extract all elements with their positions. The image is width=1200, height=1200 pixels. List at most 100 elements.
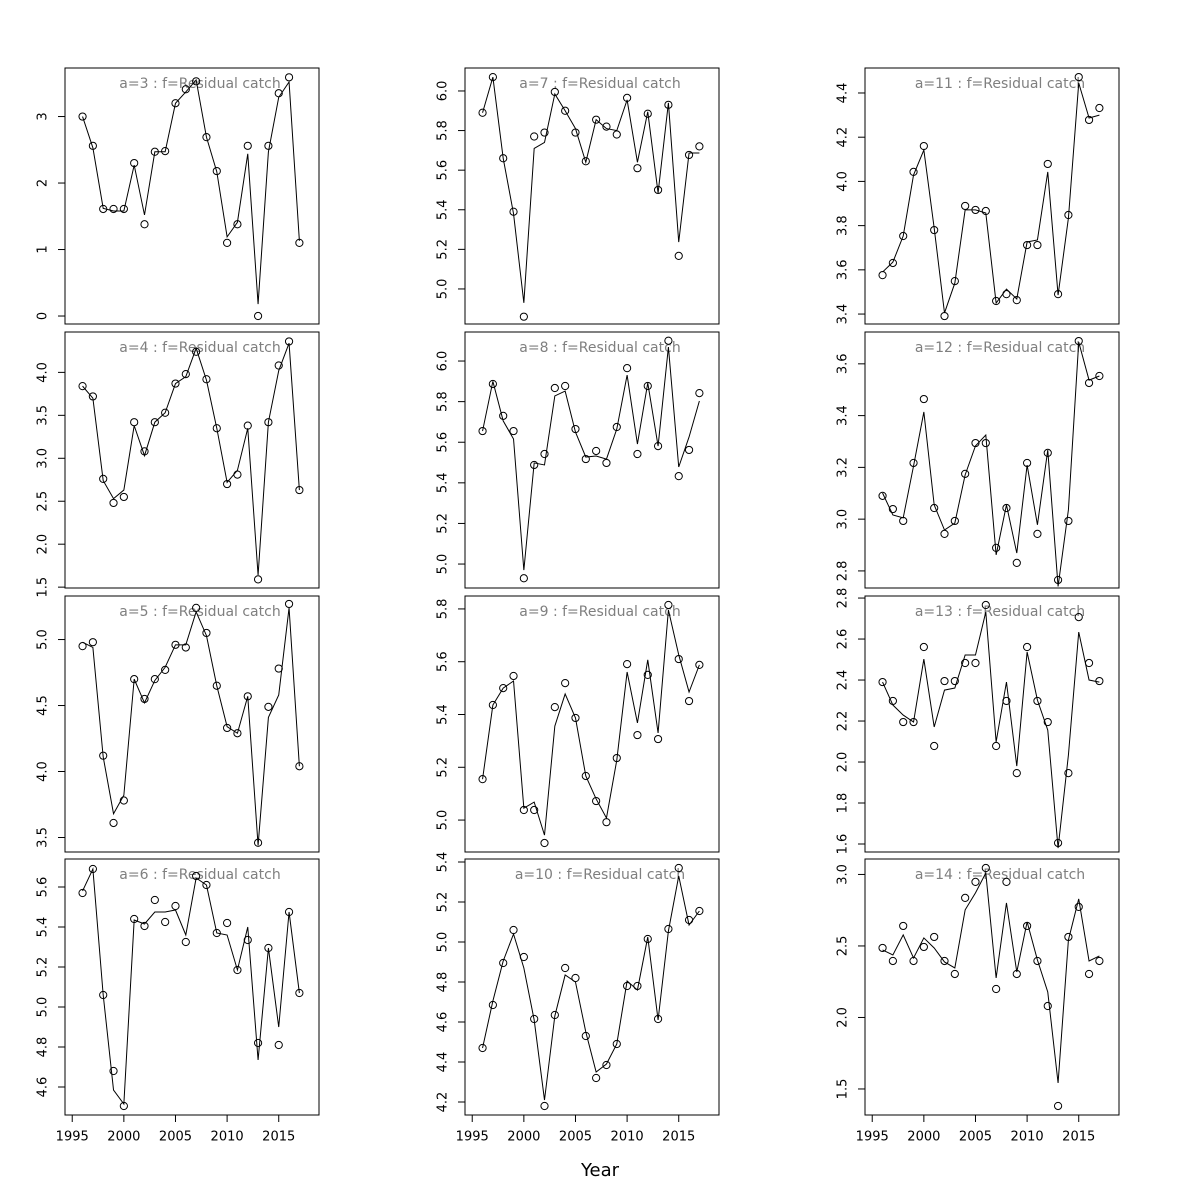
x-tick-label: 2000 — [107, 1130, 140, 1145]
data-point — [684, 150, 694, 160]
x-tick-label: 2005 — [959, 1130, 992, 1145]
data-point — [899, 717, 908, 727]
y-tick-label: 5.6 — [436, 160, 451, 181]
data-point — [550, 383, 559, 393]
data-point — [530, 460, 539, 470]
data-point — [99, 474, 108, 483]
data-point — [509, 925, 518, 935]
data-point — [550, 703, 559, 712]
data-point — [602, 122, 611, 131]
fitted-line — [882, 611, 1100, 849]
y-tick-label: 2.5 — [836, 936, 851, 957]
data-point — [1002, 877, 1011, 886]
data-point — [202, 880, 211, 890]
data-point — [540, 838, 549, 848]
data-point — [961, 201, 970, 211]
data-point — [119, 492, 128, 502]
data-point — [919, 642, 928, 652]
fitted-line — [82, 867, 300, 1106]
panel-title: a=3 : f=Residual catch — [119, 76, 280, 92]
data-point — [592, 115, 601, 124]
data-point — [633, 730, 642, 740]
data-point — [992, 296, 1001, 306]
data-point — [878, 491, 887, 500]
data-point — [684, 445, 694, 455]
data-point — [643, 670, 652, 680]
data-point — [643, 381, 652, 391]
y-tick-label: 4.4 — [436, 1052, 451, 1073]
data-point — [181, 937, 190, 947]
data-point — [1074, 902, 1083, 912]
data-point — [971, 658, 980, 668]
data-point — [264, 702, 273, 711]
data-point — [684, 915, 694, 925]
data-point — [930, 741, 939, 751]
data-point — [899, 516, 908, 526]
data-point — [878, 677, 887, 687]
data-point — [130, 418, 139, 427]
y-tick-label: 5.4 — [436, 704, 451, 725]
fitted-line — [82, 607, 300, 846]
y-tick-label: 5.2 — [436, 513, 451, 534]
data-point — [78, 382, 87, 391]
plot-box — [64, 595, 320, 853]
data-point — [140, 220, 149, 229]
data-point — [519, 574, 528, 583]
data-point — [674, 251, 683, 260]
data-point — [592, 1073, 601, 1083]
data-point — [150, 895, 159, 905]
data-point — [664, 336, 673, 345]
data-point — [909, 717, 918, 727]
y-tick-label: 4.6 — [436, 1012, 451, 1033]
y-tick-label: 3.4 — [836, 405, 851, 426]
data-point — [161, 408, 170, 417]
data-point — [499, 958, 508, 968]
data-point — [1033, 529, 1042, 539]
fitted-line — [82, 342, 300, 576]
data-point — [1012, 768, 1021, 778]
panel-title: a=7 : f=Residual catch — [519, 76, 680, 92]
y-tick-label: 2.4 — [836, 670, 851, 691]
plot-box — [464, 858, 720, 1116]
x-tick-label: 2015 — [262, 1130, 295, 1145]
data-point — [581, 771, 590, 781]
y-tick-label: 4.0 — [836, 171, 851, 192]
y-tick-label: 4.8 — [436, 972, 451, 993]
y-tick-label: 4.6 — [36, 1077, 51, 1098]
y-tick-label: 1.5 — [836, 1079, 851, 1100]
data-point — [1064, 768, 1073, 778]
data-point — [961, 658, 970, 668]
y-tick-label: 3.5 — [36, 827, 51, 848]
y-tick-label: 5.4 — [436, 199, 451, 220]
data-point — [530, 132, 539, 141]
data-point — [695, 142, 704, 151]
data-point — [109, 498, 118, 508]
x-tick-label: 2005 — [559, 1130, 592, 1145]
y-tick-label: 5.0 — [436, 279, 451, 300]
data-point — [78, 112, 87, 121]
fitted-line — [482, 76, 700, 303]
y-tick-label: 5.6 — [436, 432, 451, 453]
data-point — [981, 600, 990, 610]
x-tick-label: 2000 — [507, 1130, 540, 1145]
data-point — [499, 684, 508, 693]
y-tick-label: 2 — [36, 179, 51, 187]
data-point — [284, 599, 294, 609]
y-tick-label: 5.0 — [436, 554, 451, 575]
data-point — [888, 956, 897, 966]
fitted-line — [882, 82, 1100, 314]
y-tick-label: 0 — [36, 312, 51, 320]
data-point — [919, 141, 928, 151]
y-tick-label: 3 — [36, 112, 51, 120]
panel-title: a=8 : f=Residual catch — [519, 340, 680, 356]
data-point — [581, 157, 590, 166]
data-point — [950, 676, 959, 686]
fitted-line — [82, 78, 300, 305]
data-point — [1012, 558, 1021, 567]
y-tick-label: 5.8 — [436, 120, 451, 141]
data-point — [161, 147, 170, 156]
y-tick-label: 1.6 — [836, 834, 851, 855]
data-point — [223, 918, 232, 928]
y-tick-label: 4.0 — [36, 761, 51, 782]
data-point — [109, 818, 118, 828]
